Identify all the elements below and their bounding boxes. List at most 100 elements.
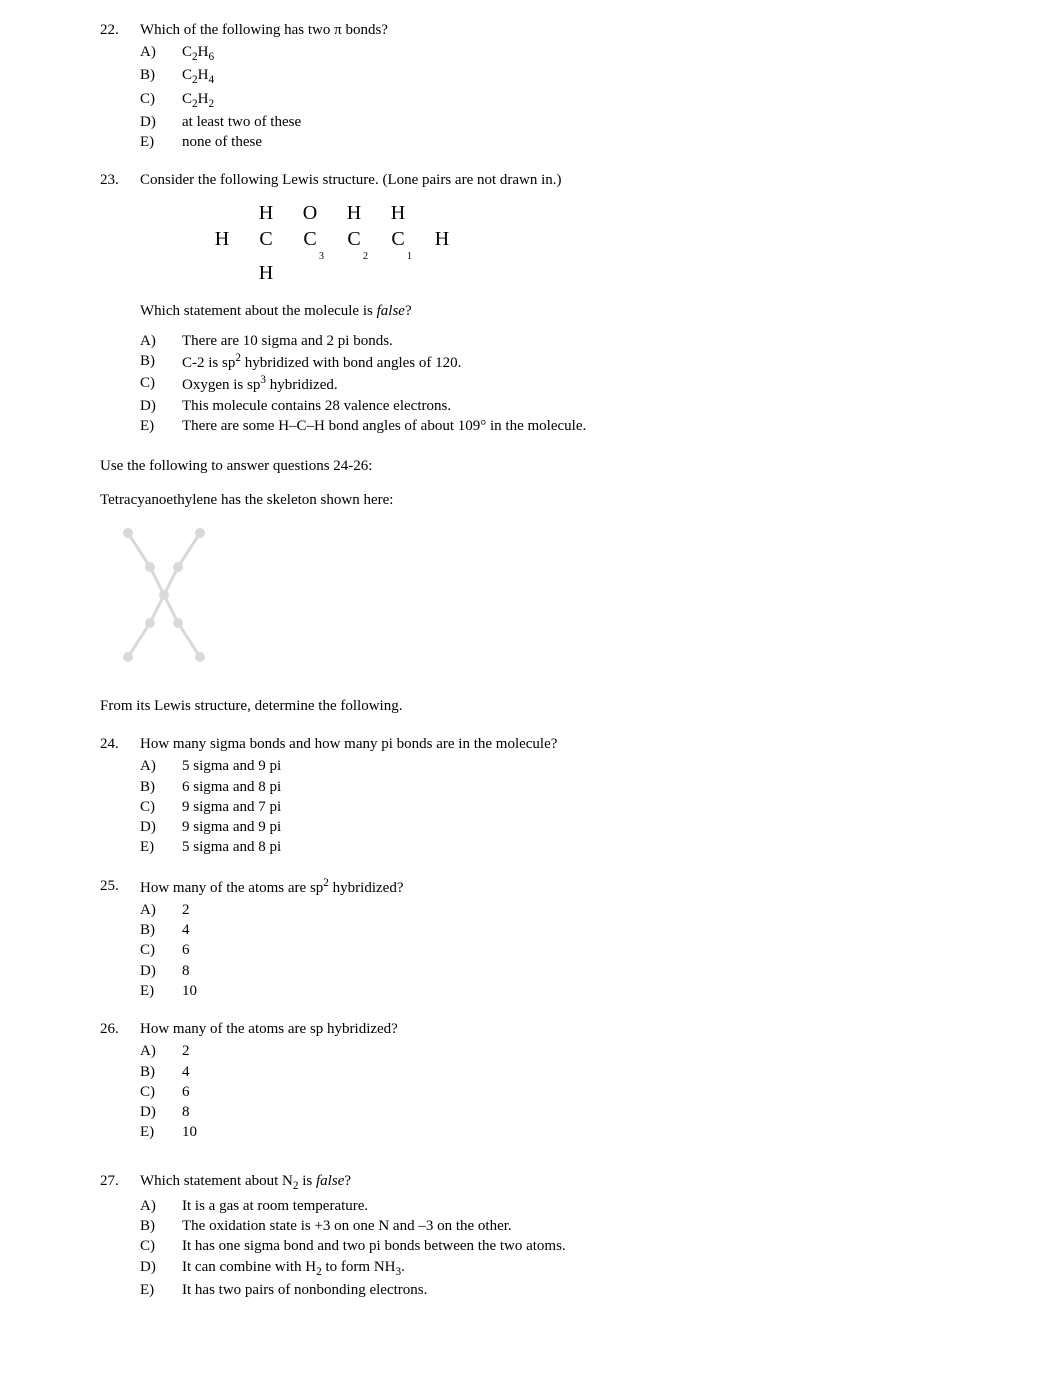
option-text: 8 <box>182 961 1002 981</box>
q26-number: 26. <box>100 1019 140 1039</box>
option-letter: B) <box>140 1062 182 1082</box>
question-25: 25. How many of the atoms are sp2 hybrid… <box>100 876 1002 1002</box>
option-letter: E) <box>140 132 182 152</box>
lewis-structure: HOHHHCC3C2C1HH <box>200 201 1002 287</box>
q26-option-c: C)6 <box>100 1082 1002 1102</box>
q27-stem: Which statement about N2 is false? <box>140 1171 1002 1194</box>
option-letter: D) <box>140 817 182 837</box>
option-text: 8 <box>182 1102 1002 1122</box>
option-letter: E) <box>140 1122 182 1142</box>
option-letter: B) <box>140 65 182 88</box>
q22-option-a: A) C2H6 <box>100 42 1002 65</box>
q23-option-d: D) This molecule contains 28 valence ele… <box>100 396 1002 416</box>
option-letter: D) <box>140 1257 182 1280</box>
option-letter: C) <box>140 1082 182 1102</box>
option-text: C-2 is sp2 hybridized with bond angles o… <box>182 351 1002 373</box>
q22-number: 22. <box>100 20 140 40</box>
option-text: 6 <box>182 940 1002 960</box>
option-text: C2H4 <box>182 65 1002 88</box>
q24-stem: How many sigma bonds and how many pi bon… <box>140 734 1002 754</box>
q26-option-b: B)4 <box>100 1062 1002 1082</box>
q25-option-d: D)8 <box>100 961 1002 981</box>
q26-option-a: A)2 <box>100 1041 1002 1061</box>
q25-option-e: E)10 <box>100 981 1002 1001</box>
tcne-skeleton-diagram <box>110 525 1002 676</box>
question-24: 24. How many sigma bonds and how many pi… <box>100 734 1002 858</box>
option-text: There are 10 sigma and 2 pi bonds. <box>182 331 1002 351</box>
q25-option-a: A)2 <box>100 900 1002 920</box>
q22-stem-pre: Which of the following has two <box>140 22 334 38</box>
q22-option-d: D) at least two of these <box>100 112 1002 132</box>
option-text: It has one sigma bond and two pi bonds b… <box>182 1236 1002 1256</box>
option-text: at least two of these <box>182 112 1002 132</box>
option-text: It can combine with H2 to form NH3. <box>182 1257 1002 1280</box>
q22-option-c: C) C2H2 <box>100 89 1002 112</box>
q23-subquestion: Which statement about the molecule is fa… <box>140 301 1002 321</box>
option-letter: A) <box>140 1196 182 1216</box>
q25-option-c: C)6 <box>100 940 1002 960</box>
option-letter: D) <box>140 961 182 981</box>
option-text: It has two pairs of nonbonding electrons… <box>182 1280 1002 1300</box>
option-text: Oxygen is sp3 hybridized. <box>182 373 1002 395</box>
question-27: 27. Which statement about N2 is false? A… <box>100 1171 1002 1300</box>
tcne-after: From its Lewis structure, determine the … <box>100 696 1002 716</box>
skeleton-svg <box>110 525 220 670</box>
q25-stem: How many of the atoms are sp2 hybridized… <box>140 876 1002 898</box>
q24-option-d: D)9 sigma and 9 pi <box>100 817 1002 837</box>
option-letter: E) <box>140 981 182 1001</box>
option-text: 4 <box>182 920 1002 940</box>
q27-option-b: B) The oxidation state is +3 on one N an… <box>100 1216 1002 1236</box>
option-letter: E) <box>140 1280 182 1300</box>
q27-option-d: D) It can combine with H2 to form NH3. <box>100 1257 1002 1280</box>
q23-option-e: E) There are some H–C–H bond angles of a… <box>100 416 1002 436</box>
option-text: 10 <box>182 1122 1002 1142</box>
option-text: 10 <box>182 981 1002 1001</box>
option-letter: D) <box>140 112 182 132</box>
option-letter: B) <box>140 1216 182 1236</box>
pi-symbol: π <box>334 22 342 38</box>
option-text: 6 <box>182 1082 1002 1102</box>
option-letter: C) <box>140 373 182 395</box>
option-text: The oxidation state is +3 on one N and –… <box>182 1216 1002 1236</box>
option-text: C2H2 <box>182 89 1002 112</box>
option-text: There are some H–C–H bond angles of abou… <box>182 416 1002 436</box>
section-intro-24-26: Use the following to answer questions 24… <box>100 456 1002 476</box>
option-letter: A) <box>140 331 182 351</box>
q26-option-e: E)10 <box>100 1122 1002 1142</box>
option-letter: C) <box>140 89 182 112</box>
option-text: none of these <box>182 132 1002 152</box>
option-letter: C) <box>140 940 182 960</box>
option-letter: A) <box>140 42 182 65</box>
option-letter: A) <box>140 1041 182 1061</box>
q27-number: 27. <box>100 1171 140 1191</box>
option-text: 2 <box>182 900 1002 920</box>
q25-number: 25. <box>100 876 140 896</box>
q22-stem: Which of the following has two π bonds? <box>140 20 1002 40</box>
option-letter: B) <box>140 351 182 373</box>
q24-number: 24. <box>100 734 140 754</box>
q24-option-e: E)5 sigma and 8 pi <box>100 837 1002 857</box>
q23-stem: Consider the following Lewis structure. … <box>140 170 1002 190</box>
q23-number: 23. <box>100 170 140 190</box>
question-22: 22. Which of the following has two π bon… <box>100 20 1002 152</box>
option-letter: D) <box>140 396 182 416</box>
option-letter: E) <box>140 416 182 436</box>
q27-option-a: A) It is a gas at room temperature. <box>100 1196 1002 1216</box>
option-text: 5 sigma and 8 pi <box>182 837 1002 857</box>
q24-option-a: A)5 sigma and 9 pi <box>100 756 1002 776</box>
question-26: 26. How many of the atoms are sp hybridi… <box>100 1019 1002 1143</box>
q22-option-b: B) C2H4 <box>100 65 1002 88</box>
q24-option-c: C)9 sigma and 7 pi <box>100 797 1002 817</box>
q23-option-a: A) There are 10 sigma and 2 pi bonds. <box>100 331 1002 351</box>
option-text: 9 sigma and 7 pi <box>182 797 1002 817</box>
q23-option-c: C) Oxygen is sp3 hybridized. <box>100 373 1002 395</box>
option-text: 5 sigma and 9 pi <box>182 756 1002 776</box>
q23-option-b: B) C-2 is sp2 hybridized with bond angle… <box>100 351 1002 373</box>
option-letter: B) <box>140 920 182 940</box>
q22-option-e: E) none of these <box>100 132 1002 152</box>
option-text: C2H6 <box>182 42 1002 65</box>
option-text: 2 <box>182 1041 1002 1061</box>
q26-option-d: D)8 <box>100 1102 1002 1122</box>
option-letter: A) <box>140 756 182 776</box>
option-text: 4 <box>182 1062 1002 1082</box>
